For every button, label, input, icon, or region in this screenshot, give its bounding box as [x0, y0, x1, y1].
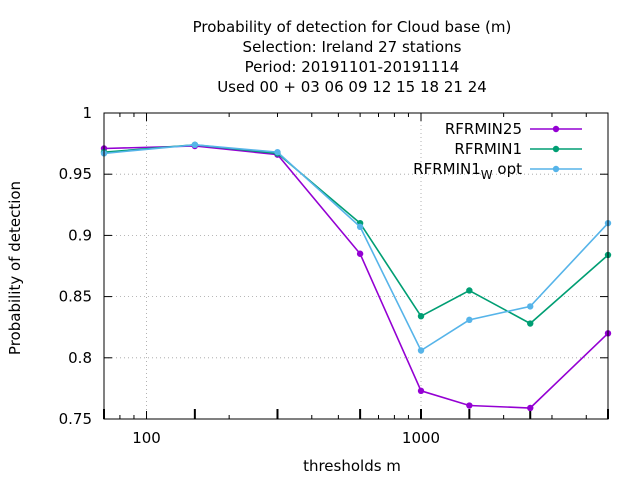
- legend-label: RFRMIN25: [445, 120, 522, 138]
- y-tick-label: 0.9: [68, 226, 92, 244]
- data-point: [527, 404, 534, 412]
- data-point: [466, 402, 473, 409]
- data-point: [356, 223, 364, 231]
- axis-ticks: [103, 112, 609, 420]
- x-tick-label: 100: [132, 429, 161, 447]
- data-point: [527, 303, 534, 310]
- legend-marker: [552, 165, 560, 173]
- data-point: [417, 347, 425, 354]
- legend: RFRMIN25 RFRMIN1 RFRMIN1W opt: [413, 120, 582, 182]
- y-tick-label: 0.85: [59, 288, 92, 306]
- title-line-4: Used 00 + 03 06 09 12 15 18 21 24: [217, 78, 487, 96]
- title-line-2: Selection: Ireland 27 stations: [243, 38, 462, 56]
- x-axis-label: thresholds m: [303, 457, 401, 475]
- series-line: [103, 143, 609, 352]
- y-axis-label: Probability of detection: [6, 181, 24, 355]
- data-point: [466, 316, 473, 324]
- series-line: [103, 145, 609, 409]
- legend-marker: [552, 145, 560, 153]
- data-point: [466, 287, 473, 294]
- plot-frame: [103, 112, 609, 420]
- legend-entry-2: RFRMIN1: [454, 140, 582, 158]
- title-line-1: Probability of detection for Cloud base …: [193, 18, 512, 36]
- legend-label: RFRMIN1: [454, 140, 522, 158]
- data-point: [417, 387, 425, 395]
- legend-marker: [552, 125, 560, 133]
- y-tick-label: 0.95: [59, 165, 92, 183]
- y-tick-label: 1: [82, 104, 92, 122]
- legend-label: RFRMIN1W opt: [413, 160, 522, 182]
- data-point: [191, 141, 199, 149]
- chart-title: Probability of detection for Cloud base …: [193, 18, 512, 96]
- legend-entry-3: RFRMIN1W opt: [413, 160, 582, 182]
- y-tick-label: 0.75: [59, 410, 92, 428]
- legend-entry-1: RFRMIN25: [445, 120, 582, 138]
- series-1: [100, 142, 612, 412]
- data-point: [356, 250, 364, 257]
- tick-labels: 0.75 0.8 0.85 0.9 0.95 1 100 1000: [59, 104, 441, 447]
- series-group: [100, 141, 612, 412]
- y-tick-label: 0.8: [68, 349, 92, 367]
- data-point: [274, 148, 281, 156]
- x-tick-label: 1000: [402, 429, 440, 447]
- grid: [104, 113, 608, 419]
- data-point: [417, 312, 425, 320]
- data-point: [527, 320, 534, 327]
- title-line-3: Period: 20191101-20191114: [245, 58, 460, 76]
